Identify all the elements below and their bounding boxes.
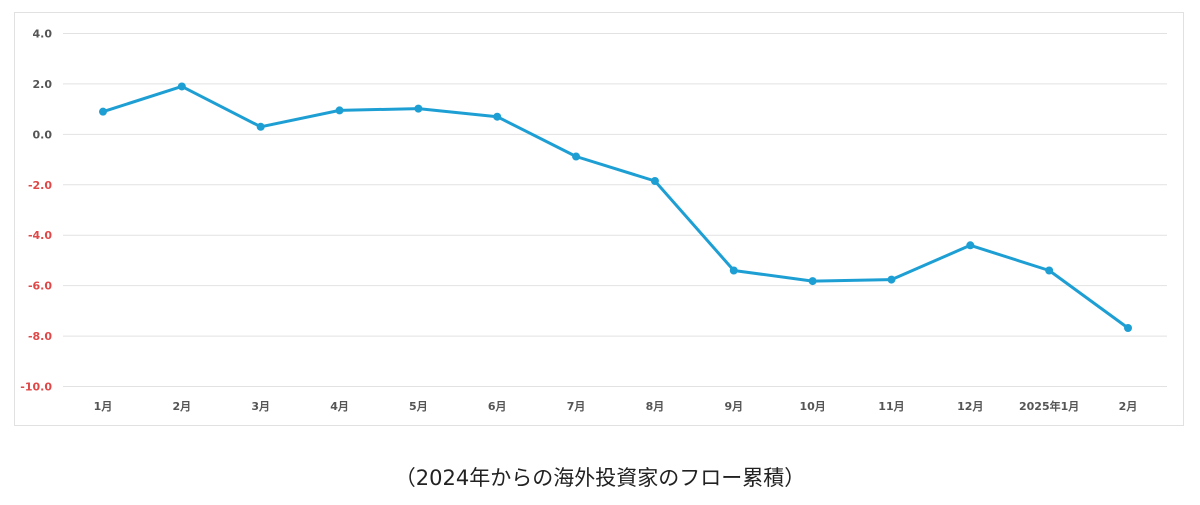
x-tick-label: 9月	[724, 400, 743, 413]
x-axis: 1月 2月 3月 4月 5月 6月 7月 8月 9月 10月 11月 12月 2025年1月 2月	[94, 399, 1138, 413]
data-point	[177, 82, 186, 91]
x-tick-label: 5月	[409, 400, 428, 413]
data-point	[335, 106, 344, 115]
data-point	[650, 177, 659, 186]
x-tick-label: 2月	[173, 400, 192, 413]
data-point	[887, 275, 896, 284]
x-tick-label: 3月	[251, 400, 270, 413]
chart-frame	[14, 12, 1184, 426]
y-axis: 4.0 2.0 0.0 -2.0 -4.0 -6.0 -8.0 -10.0	[20, 28, 52, 394]
data-point	[1045, 266, 1054, 275]
data-points	[99, 82, 1132, 333]
chart-caption: （2024年からの海外投資家のフロー累積）	[394, 466, 806, 490]
x-tick-label: 4月	[330, 400, 349, 413]
y-tick-label: 0.0	[33, 128, 53, 141]
y-tick-label: -8.0	[28, 330, 52, 343]
data-point	[572, 152, 581, 161]
x-tick-label: 11月	[878, 400, 904, 413]
data-point	[493, 112, 502, 121]
data-point	[1124, 324, 1132, 333]
x-tick-label: 7月	[567, 400, 586, 413]
x-tick-label: 2月	[1119, 400, 1138, 413]
data-point	[966, 241, 975, 250]
y-tick-label: 2.0	[33, 78, 53, 91]
data-point	[256, 122, 265, 131]
y-tick-label: 4.0	[33, 28, 53, 41]
grid-layer	[63, 33, 1167, 387]
series-line	[101, 84, 1130, 330]
data-point	[414, 104, 423, 113]
data-point	[808, 277, 817, 286]
x-tick-label: 6月	[488, 400, 507, 413]
y-tick-label: -2.0	[28, 179, 52, 192]
x-tick-label: 8月	[646, 400, 665, 413]
y-tick-label: -4.0	[28, 229, 52, 242]
x-tick-label: 2025年1月	[1019, 399, 1079, 413]
x-tick-label: 1月	[94, 400, 113, 413]
y-tick-label: -10.0	[20, 381, 52, 394]
data-point	[729, 266, 738, 275]
x-tick-label: 12月	[957, 400, 983, 413]
y-tick-label: -6.0	[28, 280, 52, 293]
data-point	[99, 107, 107, 116]
x-tick-label: 10月	[799, 400, 825, 413]
